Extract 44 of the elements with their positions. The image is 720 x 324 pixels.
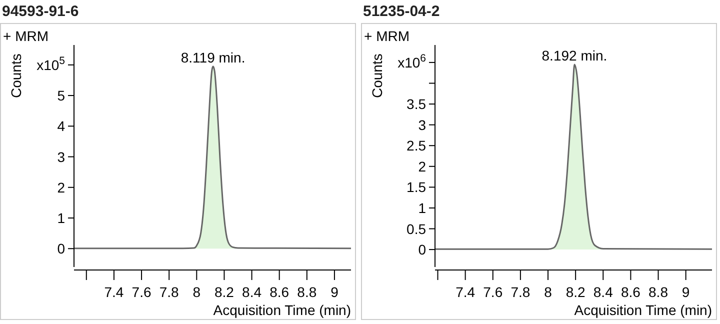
x-tick-label: 8.4: [242, 284, 262, 300]
x-tick-label: 8: [192, 284, 201, 300]
y-tick-label: 1: [57, 210, 66, 226]
x-tick-label: 7.6: [483, 284, 503, 300]
x-tick-label: 7.8: [510, 284, 530, 300]
x-tick-label: 8.2: [566, 284, 586, 300]
y-tick-label: 0: [418, 242, 426, 258]
y-tick-label: 3.5: [406, 96, 426, 112]
chart-title: 94593-91-6: [2, 3, 79, 20]
x-tick-label: 7.4: [104, 284, 124, 300]
annotation: 8.192 min.: [542, 48, 608, 64]
x-tick-label: 9: [682, 284, 690, 300]
y-tick-label: 3: [57, 148, 66, 165]
x-tick-label: 8.4: [593, 284, 614, 300]
x-tick-label: 8.8: [297, 284, 317, 300]
x-tick-label: 9: [330, 284, 339, 300]
y-tick-label: 2: [57, 179, 66, 196]
x-tick-label: 8.8: [648, 284, 668, 300]
x-tick-label: 7.6: [132, 284, 152, 300]
x-tick-label: 7.4: [456, 284, 476, 300]
y-axis-title: Counts: [8, 54, 24, 98]
y-tick-label: 1.5: [406, 179, 426, 196]
y-tick-label: 2: [418, 158, 426, 174]
chart-title: 51235-04-2: [363, 3, 440, 20]
y-tick-label: 4: [57, 118, 66, 134]
x-tick-label: 8: [544, 284, 552, 300]
x-tick-label: 7.8: [159, 284, 180, 300]
y-tick-label: 3: [418, 116, 426, 133]
x-tick-label: 8.2: [214, 284, 234, 300]
x-axis-title: Acquisition Time (min): [213, 302, 351, 318]
y-axis-title: Counts: [369, 54, 385, 98]
y-tick-label: 0: [57, 240, 66, 257]
y-tick-label: 1: [418, 200, 426, 216]
text: + MRM: [364, 28, 410, 44]
y-tick-label: 2.5: [406, 138, 426, 154]
y-tick-label: x10$^{5}$: [36, 54, 66, 73]
x-tick-label: 8.6: [620, 284, 641, 300]
text: + MRM: [3, 28, 48, 44]
x-axis-title: Acquisition Time (min): [574, 302, 712, 318]
y-tick-label: 0.5: [406, 220, 426, 237]
y-tick-label: x10$^{6}$: [398, 52, 426, 70]
annotation: 8.119 min.: [180, 49, 246, 66]
x-tick-label: 8.6: [270, 284, 290, 300]
y-tick-label: 5: [57, 88, 66, 104]
